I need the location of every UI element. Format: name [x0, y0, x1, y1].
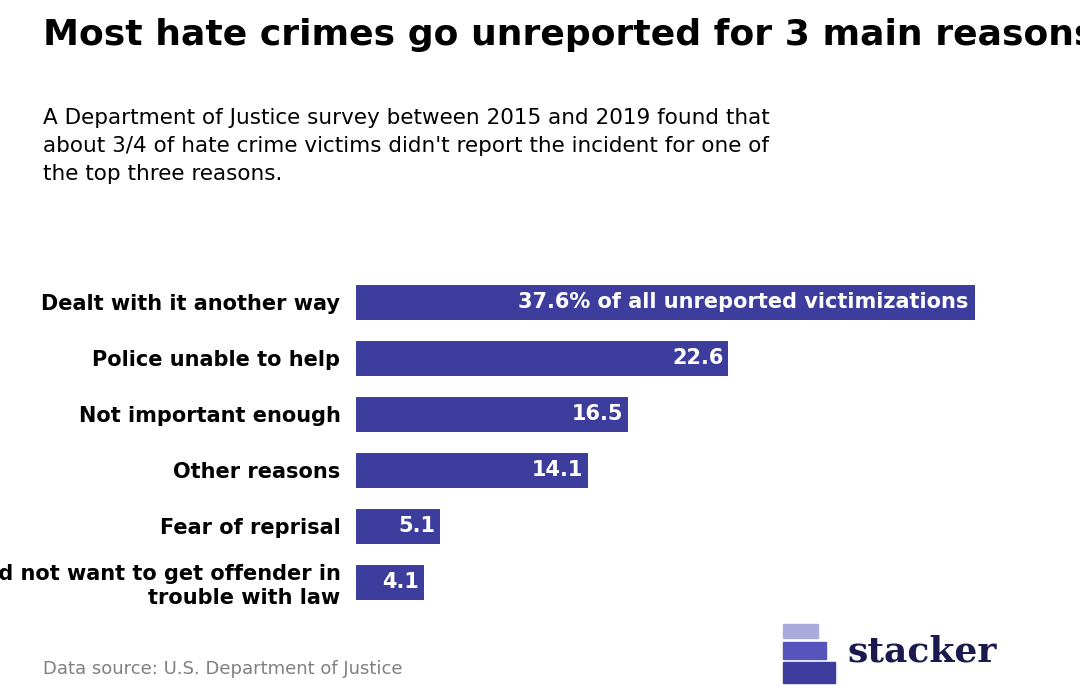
Text: Data source: U.S. Department of Justice: Data source: U.S. Department of Justice	[43, 659, 403, 678]
Bar	[356, 285, 975, 320]
Text: 14.1: 14.1	[532, 461, 583, 480]
Bar	[356, 453, 589, 488]
Text: 5.1: 5.1	[399, 517, 435, 536]
Text: stacker: stacker	[848, 634, 997, 668]
Text: 16.5: 16.5	[571, 405, 623, 424]
Bar	[356, 509, 441, 544]
Text: A Department of Justice survey between 2015 and 2019 found that
about 3/4 of hat: A Department of Justice survey between 2…	[43, 108, 770, 185]
Text: 37.6% of all unreported victimizations: 37.6% of all unreported victimizations	[518, 293, 969, 312]
Bar	[356, 341, 728, 376]
Bar	[356, 397, 627, 432]
Bar	[356, 565, 423, 600]
Text: 22.6: 22.6	[672, 349, 724, 368]
Text: Most hate crimes go unreported for 3 main reasons: Most hate crimes go unreported for 3 mai…	[43, 18, 1080, 52]
Text: 4.1: 4.1	[382, 573, 419, 592]
